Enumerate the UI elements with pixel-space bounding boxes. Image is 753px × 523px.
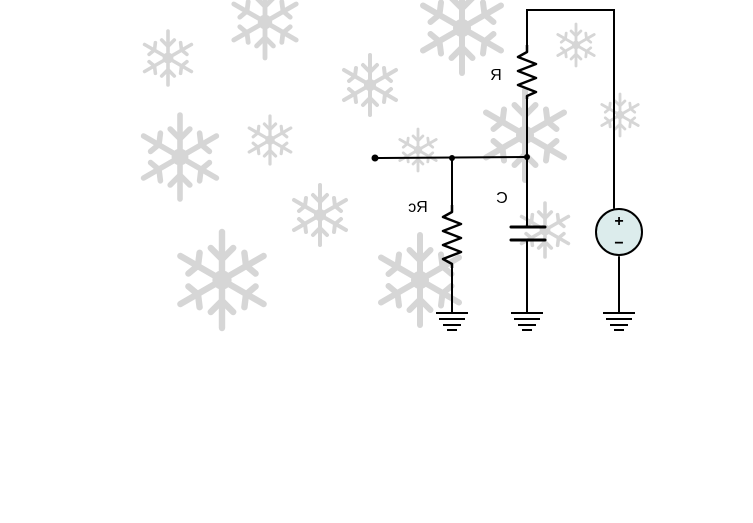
snowflake-icon (519, 201, 571, 259)
snowflake-icon (556, 22, 596, 68)
snowflake-icon (144, 115, 217, 199)
snowflake-icon (292, 183, 348, 247)
snowflake-background (142, 0, 640, 328)
resistor-icon (516, 45, 538, 99)
resistor-r-label: R (490, 67, 502, 84)
snowflake-icon (486, 90, 564, 180)
ground-icon (436, 312, 468, 331)
terminal-dot (371, 154, 379, 162)
snowflake-icon (600, 92, 640, 138)
resistor-rc-label: Rc (408, 199, 428, 216)
snowflake-icon (247, 114, 293, 166)
capacitor-icon (509, 225, 547, 242)
snowflake-icon (180, 232, 263, 328)
snowflake-icon (398, 127, 438, 173)
snowflake-icon (234, 0, 296, 58)
resistor-icon (441, 205, 463, 268)
snowflake-icon (342, 53, 398, 117)
source-plus-label: + (614, 213, 623, 230)
ground-icon (511, 312, 543, 331)
source-minus-label: − (614, 235, 623, 252)
ground-icon (603, 312, 635, 331)
voltage-source-icon: + − (595, 208, 643, 256)
wires (374, 9, 620, 314)
snowflake-icon (381, 235, 459, 325)
snowflake-icon (423, 0, 501, 73)
snowflake-icon (142, 29, 194, 87)
junction-dot (449, 155, 455, 161)
junction-dot (524, 154, 530, 160)
capacitor-c-label: C (496, 190, 508, 207)
